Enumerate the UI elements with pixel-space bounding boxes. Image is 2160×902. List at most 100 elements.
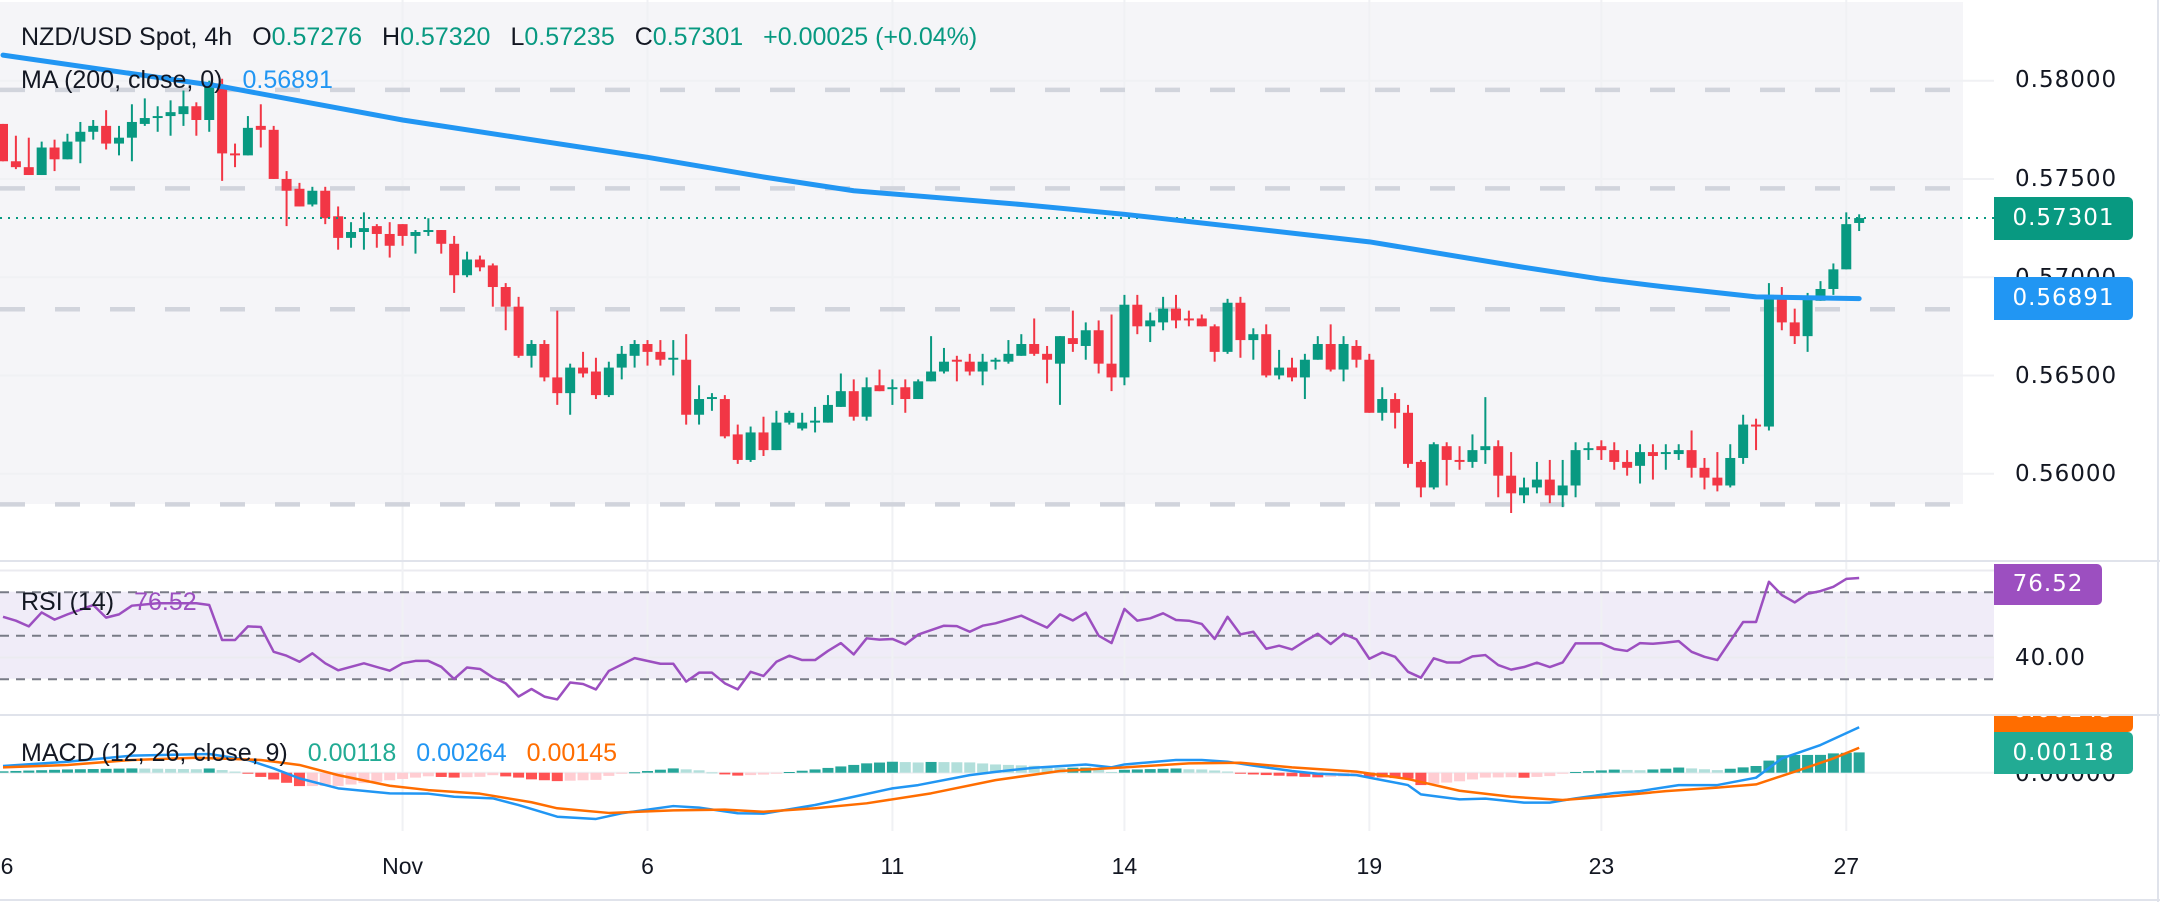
macd-histogram-bar bbox=[319, 772, 331, 786]
candle-up bbox=[75, 121, 86, 164]
macd-histogram-bar bbox=[1711, 770, 1723, 773]
ma-layer bbox=[0, 52, 1862, 302]
ma-price-tag: 0.56891 bbox=[1994, 277, 2133, 320]
candle-body bbox=[1686, 450, 1697, 468]
macd-histogram-bar bbox=[525, 772, 537, 780]
candle-body bbox=[1454, 459, 1465, 462]
macd-histogram-bar bbox=[848, 764, 860, 773]
candle-body bbox=[1351, 345, 1362, 360]
candle-up bbox=[62, 133, 73, 160]
macd-histogram-bar bbox=[1106, 771, 1118, 773]
candle-body bbox=[1080, 330, 1091, 346]
candle-down bbox=[1235, 296, 1246, 358]
macd-histogram-bar bbox=[358, 772, 370, 784]
candle-up bbox=[152, 106, 163, 132]
candle-body bbox=[139, 118, 150, 124]
macd-histogram-bar bbox=[835, 766, 847, 773]
macd-histogram-bar bbox=[1209, 770, 1221, 773]
histogram-value-tag: 0.00118 bbox=[1994, 732, 2133, 774]
candle-body bbox=[1145, 320, 1156, 327]
candle-body bbox=[294, 188, 305, 207]
candle-body bbox=[1673, 450, 1684, 455]
candle-body bbox=[771, 422, 782, 451]
candle-body bbox=[1763, 294, 1774, 427]
macd-legend-macd: 0.00264 bbox=[416, 739, 507, 767]
candle-body bbox=[629, 344, 640, 356]
macd-histogram-bar bbox=[165, 768, 177, 773]
macd-histogram-bar bbox=[1595, 770, 1607, 773]
candle-body bbox=[152, 116, 163, 119]
candle-up bbox=[771, 410, 782, 451]
time-tick: 23 bbox=[1588, 853, 1615, 879]
rsi-legend-value: 76.52 bbox=[134, 588, 197, 616]
macd-legend[interactable]: MACD (12, 26, close, 9) 0.00118 0.00264 0.0… bbox=[21, 738, 617, 768]
candle-body bbox=[165, 112, 176, 117]
candle-body bbox=[1660, 452, 1671, 455]
macd-histogram-bar bbox=[474, 772, 486, 777]
candle-body bbox=[1390, 399, 1401, 413]
candle-up bbox=[346, 222, 357, 248]
candle-down bbox=[1170, 294, 1181, 329]
macd-histogram-bar bbox=[126, 768, 138, 773]
macd-histogram-bar bbox=[990, 764, 1002, 773]
candle-body bbox=[10, 161, 21, 168]
candle-body bbox=[1067, 338, 1078, 345]
macd-histogram-bar bbox=[1234, 772, 1246, 774]
candle-up bbox=[706, 393, 717, 411]
candle-body bbox=[951, 359, 962, 362]
macd-histogram-bar bbox=[10, 770, 22, 773]
candle-body bbox=[590, 371, 601, 396]
time-tick: Nov bbox=[382, 853, 424, 879]
macd-histogram-bar bbox=[177, 769, 189, 773]
candle-body bbox=[1854, 218, 1865, 223]
candle-up bbox=[178, 90, 189, 126]
rsi-legend[interactable]: RSI (14) 76.52 bbox=[21, 587, 197, 617]
candle-body bbox=[874, 385, 885, 392]
candle-down bbox=[1776, 287, 1787, 331]
candle-down bbox=[474, 255, 485, 272]
candle-body bbox=[964, 361, 975, 372]
candle-body bbox=[745, 432, 756, 460]
candle-body bbox=[1042, 353, 1053, 360]
candle-down bbox=[1351, 340, 1362, 368]
macd-histogram-bar bbox=[680, 769, 692, 773]
macd-histogram-bar bbox=[977, 763, 989, 773]
macd-histogram-bar bbox=[139, 768, 151, 773]
macd-histogram-bar bbox=[1621, 769, 1633, 773]
macd-histogram-bar bbox=[616, 772, 628, 774]
symbol-title[interactable]: NZD/USD Spot, 4h bbox=[21, 23, 233, 51]
candle-up bbox=[1145, 312, 1156, 343]
open-label: O bbox=[252, 23, 272, 51]
macd-histogram-bar bbox=[822, 767, 834, 773]
candle-up bbox=[1802, 292, 1813, 352]
macd-histogram-bar bbox=[500, 772, 512, 777]
candle-up bbox=[1635, 444, 1646, 484]
macd-histogram-bar bbox=[1660, 768, 1672, 773]
time-tick: 14 bbox=[1111, 853, 1138, 879]
candle-body bbox=[1054, 336, 1065, 364]
candle-body bbox=[861, 387, 872, 417]
candle-down bbox=[1622, 450, 1633, 476]
candle-down bbox=[371, 224, 382, 248]
signal-value-tag: 0.00145 bbox=[1994, 716, 2133, 732]
macd-histogram-bar bbox=[1196, 769, 1208, 773]
ma-legend[interactable]: MA (200, close, 0) 0.56891 bbox=[21, 65, 333, 95]
rsi-tick: 40.00 bbox=[2015, 645, 2086, 671]
macd-histogram-bar bbox=[1531, 772, 1543, 777]
candle-up bbox=[1158, 296, 1169, 331]
candle-body bbox=[1441, 446, 1452, 460]
candle-up bbox=[603, 361, 614, 398]
candle-up bbox=[139, 98, 150, 126]
candle-down bbox=[1183, 310, 1194, 327]
candle-up bbox=[1377, 387, 1388, 421]
candle-body bbox=[900, 387, 911, 400]
candle-down bbox=[1325, 324, 1336, 372]
candle-down bbox=[0, 123, 8, 162]
low-value: 0.57235 bbox=[524, 23, 615, 51]
candle-up bbox=[1299, 353, 1310, 400]
candle-up bbox=[204, 80, 215, 132]
macd-legend-signal: 0.00145 bbox=[526, 739, 618, 767]
candle-body bbox=[1325, 344, 1336, 370]
candle-body bbox=[848, 391, 859, 417]
